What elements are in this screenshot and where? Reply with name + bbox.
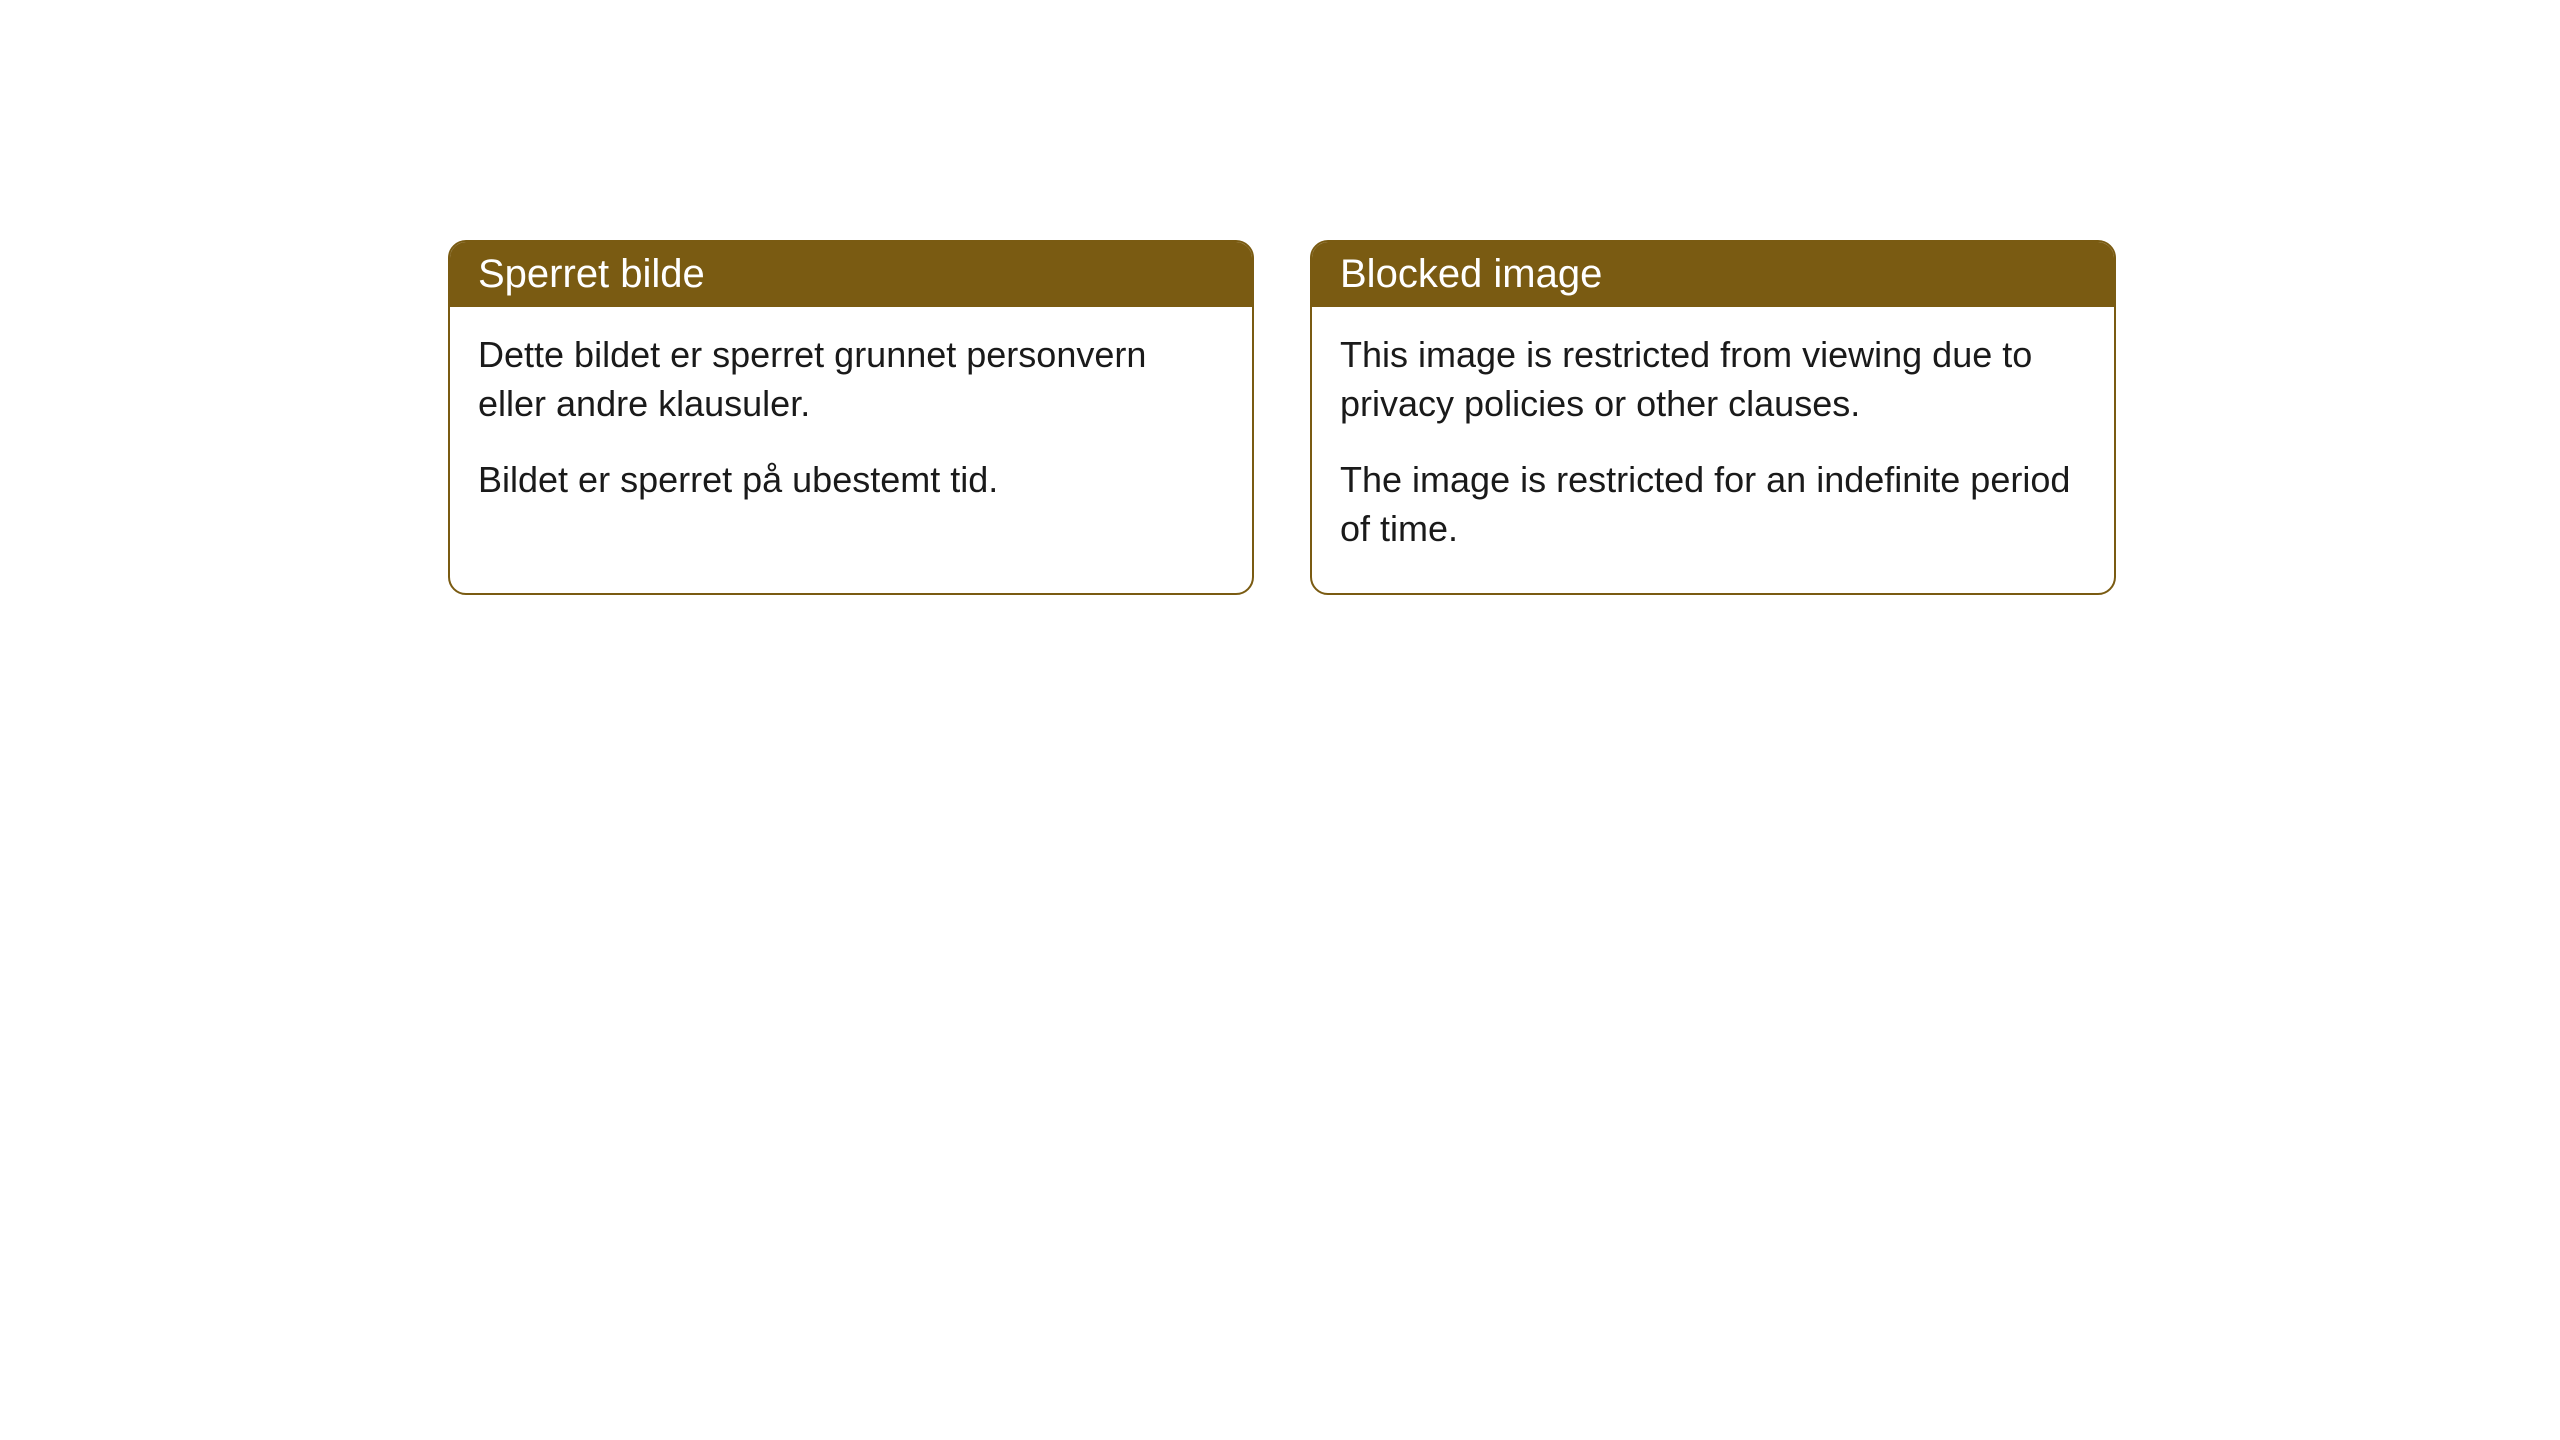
card-header: Sperret bilde xyxy=(450,242,1252,307)
notice-card-norwegian: Sperret bilde Dette bildet er sperret gr… xyxy=(448,240,1254,595)
card-paragraph: The image is restricted for an indefinit… xyxy=(1340,456,2086,553)
card-title: Sperret bilde xyxy=(478,252,705,296)
notice-card-english: Blocked image This image is restricted f… xyxy=(1310,240,2116,595)
card-body: Dette bildet er sperret grunnet personve… xyxy=(450,307,1252,545)
card-paragraph: This image is restricted from viewing du… xyxy=(1340,331,2086,428)
card-body: This image is restricted from viewing du… xyxy=(1312,307,2114,593)
notice-cards-container: Sperret bilde Dette bildet er sperret gr… xyxy=(448,240,2116,595)
card-header: Blocked image xyxy=(1312,242,2114,307)
card-paragraph: Bildet er sperret på ubestemt tid. xyxy=(478,456,1224,505)
card-paragraph: Dette bildet er sperret grunnet personve… xyxy=(478,331,1224,428)
card-title: Blocked image xyxy=(1340,252,1602,296)
